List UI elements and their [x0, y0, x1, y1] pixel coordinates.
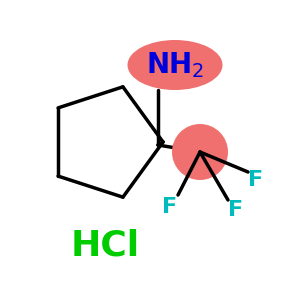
- Text: NH$_2$: NH$_2$: [146, 50, 204, 80]
- Text: F: F: [228, 200, 244, 220]
- Circle shape: [172, 124, 228, 180]
- Text: F: F: [162, 197, 178, 217]
- Text: HCl: HCl: [70, 228, 140, 262]
- Ellipse shape: [128, 40, 223, 90]
- Text: F: F: [248, 170, 264, 190]
